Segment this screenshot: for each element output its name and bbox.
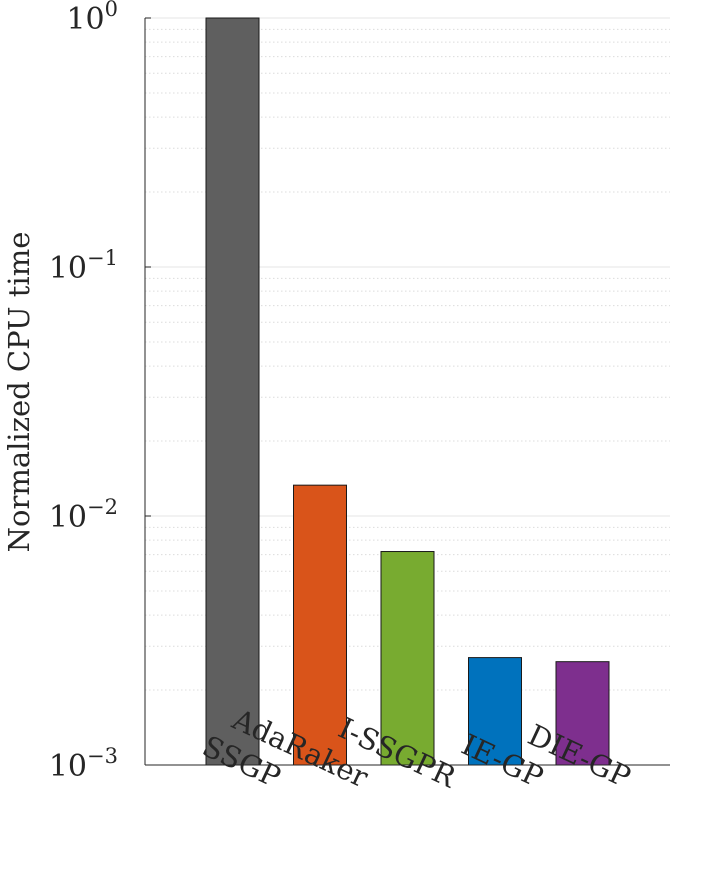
bar-adaraker xyxy=(293,484,347,766)
bar-ssgp xyxy=(205,17,260,766)
bar-ie-gp xyxy=(468,657,522,766)
bar-die-gp xyxy=(555,661,610,766)
y-tick-label: 100 xyxy=(66,0,118,37)
y-tick-label: 10−1 xyxy=(49,246,118,286)
y-tick-label: 10−2 xyxy=(49,495,118,535)
axes xyxy=(144,18,670,766)
y-axis-label: Normalized CPU time xyxy=(2,232,36,553)
y-tick-labels: 10−3 10−2 10−1 100 xyxy=(49,0,151,784)
bars xyxy=(205,17,610,766)
y-tick-label: 10−3 xyxy=(49,744,118,784)
bar-i-ssgpr xyxy=(380,551,435,766)
